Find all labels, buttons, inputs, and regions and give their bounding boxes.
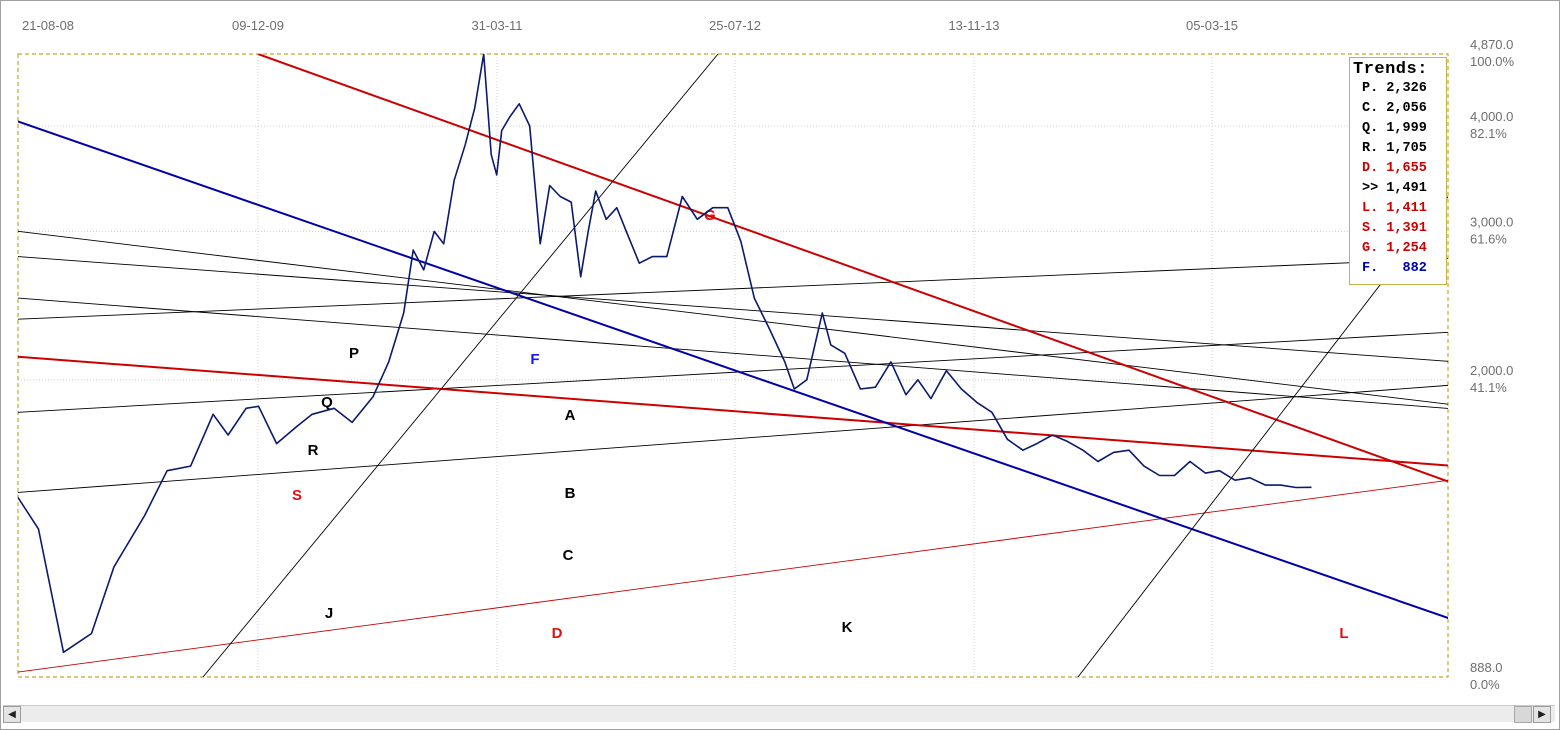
trendline-b [18,331,1448,413]
price-tick-label: 888.0 [1470,660,1503,675]
date-axis: 21-08-08 09-12-09 31-03-11 25-07-12 13-11-13… [22,18,1238,33]
percent-tick-label: 61.6% [1470,231,1507,246]
trendline-s [18,355,1448,467]
legend-row: Q. 1,999 [1362,121,1427,136]
trendline-label-q: Q [321,394,333,411]
chevron-right-icon: ▶ [1538,709,1546,720]
price-tick-label: 2,000.0 [1470,363,1513,378]
price-tick-label: 3,000.0 [1470,214,1513,229]
trendline-j [202,54,719,677]
trendline-q [18,256,1448,362]
plot-frame [17,53,1449,678]
scrollbar-thumb[interactable] [1514,706,1532,723]
legend-row: >> 1,491 [1362,181,1427,196]
trendline-label-f: F [530,351,539,368]
scroll-right-button[interactable]: ▶ [1533,706,1551,723]
horizontal-scrollbar[interactable]: ◀ ▶ [3,705,1555,723]
trendline-c [18,384,1448,493]
trendline-label-b: B [565,485,576,502]
date-tick-label: 31-03-11 [471,18,522,33]
percent-tick-label: 41.1% [1470,380,1507,395]
trendline-d [18,479,1448,673]
trendline-label-k: K [842,619,853,636]
legend-row: D. 1,655 [1362,161,1427,176]
trendline-label-j: J [325,605,333,622]
legend-row: S. 1,391 [1362,221,1427,236]
legend-row: L. 1,411 [1362,201,1427,216]
trends-legend: Trends: P. 2,326 C. 2,056 Q. 1,999 R. 1,705… [1349,57,1447,285]
trendlines-layer [18,54,1448,677]
trendline-label-d: D [552,625,563,642]
trendline-r [18,297,1448,409]
price-series-line [18,54,1312,654]
trendline-labels-layer: P Q R A B C S D G F J K L [292,207,1349,642]
trendline-label-c: C [563,547,574,564]
price-axis: 4,870.0 100.0% 4,000.0 82.1% 3,000.0 61.6% 2,0… [1470,37,1515,692]
scroll-left-button[interactable]: ◀ [3,706,21,723]
chevron-left-icon: ◀ [8,709,16,720]
series-layer [18,54,1312,654]
trendline-label-a: A [565,407,576,424]
price-tick-label: 4,870.0 [1470,37,1513,52]
trendline-k [1077,196,1448,677]
date-tick-label: 09-12-09 [232,18,284,33]
legend-row: F. 882 [1362,261,1427,276]
date-tick-label: 05-03-15 [1186,18,1238,33]
percent-tick-label: 0.0% [1470,677,1500,692]
date-tick-label: 25-07-12 [709,18,761,33]
price-tick-label: 4,000.0 [1470,109,1513,124]
trendline-label-p: P [349,345,359,362]
legend-row: G. 1,254 [1362,241,1427,256]
trendline-label-r: R [308,442,319,459]
trendline-label-l: L [1339,625,1348,642]
trendline-g [257,54,1448,483]
legend-row: R. 1,705 [1362,141,1427,156]
trendline-p [18,230,1448,405]
legend-row: P. 2,326 [1362,81,1427,96]
trendline-a [18,258,1448,320]
price-chart: 21-08-08 09-12-09 31-03-11 25-07-12 13-11-13… [17,18,1515,692]
legend-rows: P. 2,326 C. 2,056 Q. 1,999 R. 1,705 D. 1,655… [1350,79,1446,279]
legend-row: C. 2,056 [1362,101,1427,116]
date-tick-label: 13-11-13 [948,18,999,33]
percent-tick-label: 100.0% [1470,54,1515,69]
legend-title: Trends: [1353,60,1428,79]
trendline-f [18,120,1448,620]
grid-layer [18,54,1448,677]
date-tick-label: 21-08-08 [22,18,74,33]
trendline-label-s: S [292,487,302,504]
percent-tick-label: 82.1% [1470,126,1507,141]
trendline-label-g: G [704,207,716,224]
